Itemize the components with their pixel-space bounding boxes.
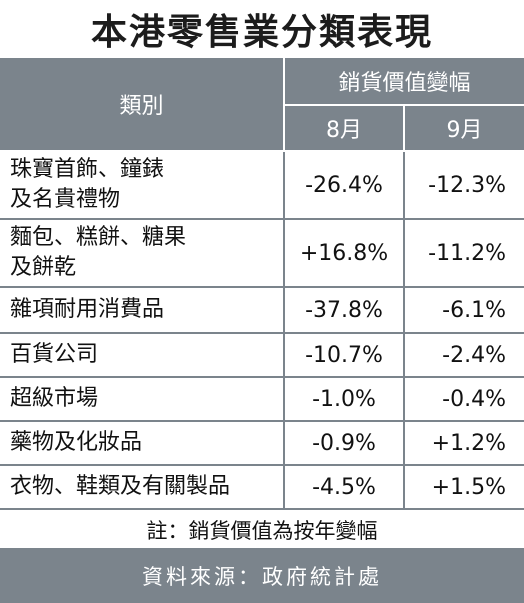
value-sep: +1.5% [404,465,524,510]
header-sales-change: 銷貨價值變幅 [284,58,524,106]
table-row: 超級市場 -1.0% -0.4% [0,377,524,422]
category-cell: 珠寶首飾、鐘錶 及名貴禮物 [0,151,285,220]
value-aug: -37.8% [284,287,405,334]
value-sep: -12.3% [404,151,524,220]
header-category: 類別 [0,58,285,152]
table-body: 珠寶首飾、鐘錶 及名貴禮物 -26.4% -12.3% 麵包、糕餅、糖果 及餅乾 +16.8… [0,151,524,510]
value-aug: +16.8% [284,219,405,288]
category-label: 雜項耐用消費品 [10,297,165,322]
value-sep: -2.4% [404,333,524,378]
table-row: 藥物及化妝品 -0.9% +1.2% [0,421,524,466]
value-sep: -6.1% [404,287,524,334]
category-label: 衣物、鞋類及有關製品 [10,474,231,499]
chart-title: 本港零售業分類表現 [90,12,433,53]
category-label: 及餅乾 [10,255,77,280]
value-aug: -0.9% [284,421,405,466]
value-aug: -26.4% [284,151,405,220]
table-row: 珠寶首飾、鐘錶 及名貴禮物 -26.4% -12.3% [0,151,524,220]
table-row: 雜項耐用消費品 -37.8% -6.1% [0,287,524,334]
table-row: 麵包、糕餅、糖果 及餅乾 +16.8% -11.2% [0,219,524,288]
category-cell: 百貨公司 [0,333,285,378]
table-row: 衣物、鞋類及有關製品 -4.5% +1.5% [0,465,524,510]
header-month-sep: 9月 [404,105,524,152]
category-cell: 藥物及化妝品 [0,421,285,466]
source-bar: 資料來源：政府統計處 [0,548,524,603]
footnote: 註：銷貨價值為按年變幅 [146,519,378,543]
value-sep: -0.4% [404,377,524,422]
value-aug: -1.0% [284,377,405,422]
category-label: 百貨公司 [10,342,99,367]
category-cell: 衣物、鞋類及有關製品 [0,465,285,510]
retail-table: 類別 銷貨價值變幅 8月 9月 珠寶首飾、鐘錶 及名貴禮物 -26.4% -12.3%… [0,58,524,510]
value-aug: -10.7% [284,333,405,378]
category-cell: 雜項耐用消費品 [0,287,285,334]
table-row: 百貨公司 -10.7% -2.4% [0,333,524,378]
category-cell: 麵包、糕餅、糖果 及餅乾 [0,219,285,288]
category-label: 珠寶首飾、鐘錶 [10,157,165,182]
header-month-aug: 8月 [284,105,405,152]
category-cell: 超級市場 [0,377,285,422]
value-sep: +1.2% [404,421,524,466]
value-aug: -4.5% [284,465,405,510]
category-label: 及名貴禮物 [10,187,121,212]
category-label: 麵包、糕餅、糖果 [10,225,187,250]
category-label: 藥物及化妝品 [10,430,143,455]
category-label: 超級市場 [10,386,99,411]
value-sep: -11.2% [404,219,524,288]
